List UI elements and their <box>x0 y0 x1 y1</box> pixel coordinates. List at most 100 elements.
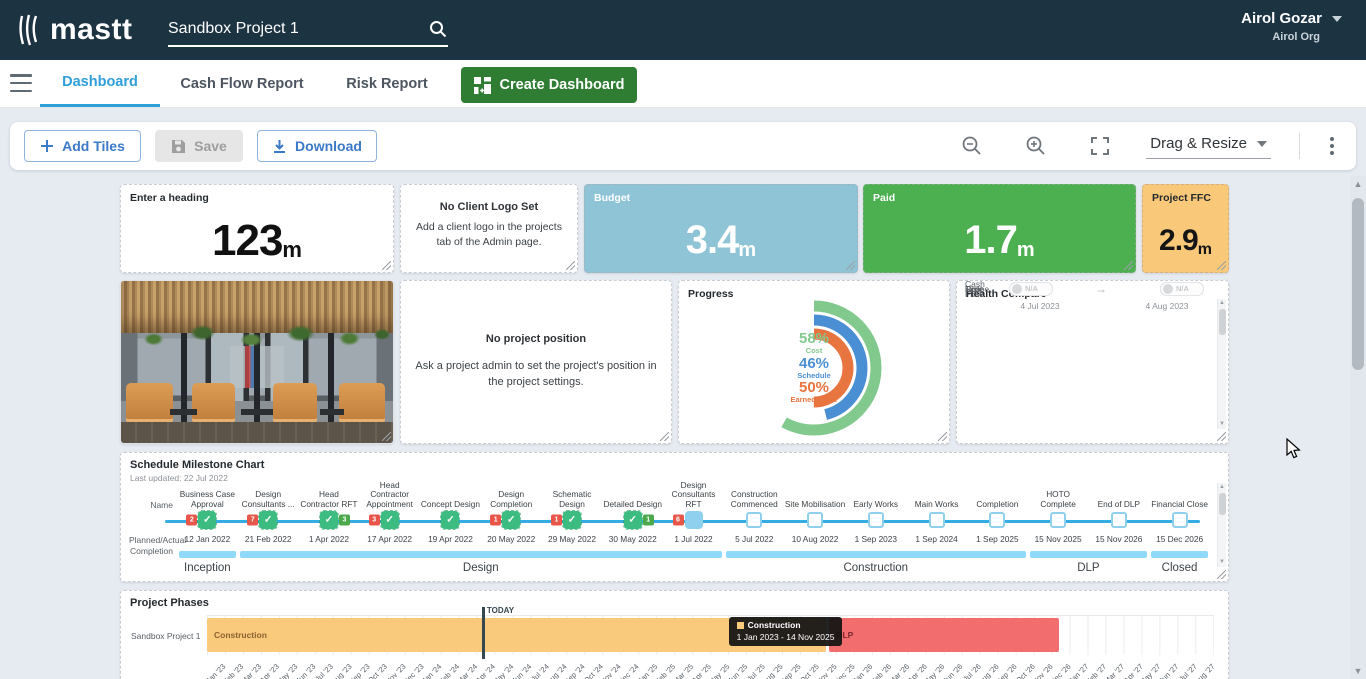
milestone-marker[interactable]: ✓ <box>563 511 581 529</box>
milestone-date: 19 Apr 2022 <box>420 534 481 544</box>
milestone-marker[interactable]: ✓ <box>746 512 762 528</box>
milestone-marker-row: ✓ <box>906 509 967 531</box>
milestone-marker-row: 1 ✓ <box>481 509 542 531</box>
resize-handle[interactable] <box>382 261 391 270</box>
scrollbar-thumb[interactable] <box>1352 198 1364 370</box>
resize-handle[interactable] <box>1217 432 1226 441</box>
milestone[interactable]: Detailed Design ✓ 1 30 May 2022 <box>602 485 663 544</box>
milestone-marker[interactable]: ✓ <box>1050 512 1066 528</box>
milestone[interactable]: Design Consultants ... 7 ✓ 21 Feb 2022 <box>238 485 299 544</box>
resize-handle[interactable] <box>938 432 947 441</box>
milestone-marker[interactable]: ✓ <box>198 511 216 529</box>
tile-client-logo[interactable]: No Client Logo Set Add a client logo in … <box>400 184 578 273</box>
milestone[interactable]: Early Works ✓ 1 Sep 2023 <box>845 485 906 544</box>
milestone-marker[interactable]: ✓ <box>259 511 277 529</box>
milestone-marker[interactable]: ✓ <box>989 512 1005 528</box>
milestone-chart-body: Name Planned/Actual Completion Business … <box>129 485 1210 577</box>
tab-risk-report[interactable]: Risk Report <box>338 60 436 107</box>
tile-scrollbar[interactable]: ▲ ▼ <box>1217 299 1226 429</box>
milestone[interactable]: Financial Close ✓ 15 Dec 2026 <box>1149 485 1210 544</box>
milestone-marker[interactable]: ✓ <box>624 511 642 529</box>
gantt-bar[interactable]: DLP <box>829 618 1059 652</box>
gantt-title: Project Phases <box>130 597 209 609</box>
mastt-feather-icon <box>18 14 44 46</box>
milestone-marker[interactable]: ✓ <box>502 511 520 529</box>
resize-handle[interactable] <box>1217 570 1226 579</box>
milestone[interactable]: Head Contractor RFT ✓ 3 1 Apr 2022 <box>299 485 360 544</box>
tile-progress[interactable]: Progress 58% Cost 46% Schedule 50% Earne… <box>678 280 950 444</box>
milestone-marker[interactable]: ✓ <box>441 511 459 529</box>
milestone[interactable]: Main Works ✓ 1 Sep 2024 <box>906 485 967 544</box>
tile-project-ffc[interactable]: Project FFC 2.9m <box>1142 184 1229 273</box>
tile-project-position[interactable]: No project position Ask a project admin … <box>400 280 672 444</box>
zoom-out-icon[interactable] <box>960 134 984 158</box>
milestone-marker[interactable]: ✓ <box>1172 512 1188 528</box>
milestone-marker[interactable]: ✓ <box>685 511 703 529</box>
milestone[interactable]: Completion ✓ 1 Sep 2025 <box>967 485 1028 544</box>
month-tick: Oct '25 <box>800 659 818 679</box>
milestone[interactable]: Design Consultants RFT 6 ✓ 1 Jul 2022 <box>663 485 724 544</box>
milestone[interactable]: Construction Commenced ✓ 5 Jul 2022 <box>724 485 785 544</box>
scroll-down-icon[interactable]: ▼ <box>1218 558 1226 567</box>
page-scrollbar[interactable]: ▲ ▼ <box>1350 176 1366 679</box>
tab-cash-flow-report[interactable]: Cash Flow Report <box>170 60 314 107</box>
milestone-marker[interactable]: ✓ <box>929 512 945 528</box>
milestone-marker[interactable]: ✓ <box>868 512 884 528</box>
phase-label: DLP <box>1030 562 1148 574</box>
resize-handle[interactable] <box>1217 261 1226 270</box>
tab-dashboard[interactable]: Dashboard <box>40 60 160 107</box>
mastt-logo[interactable]: mastt <box>18 13 133 47</box>
tile-health-compare[interactable]: Health Compare 4 Jul 2023 4 Aug 2023 Sco… <box>956 280 1229 444</box>
tile-project-photo[interactable] <box>120 280 394 444</box>
resize-handle[interactable] <box>566 261 575 270</box>
zoom-in-icon[interactable] <box>1024 134 1048 158</box>
scroll-up-icon[interactable]: ▲ <box>1218 483 1226 492</box>
milestone-marker-row: ✓ <box>967 509 1028 531</box>
chevron-down-icon[interactable] <box>1332 16 1342 22</box>
milestone[interactable]: Business Case Approval 2 ✓ 12 Jan 2022 <box>177 485 238 544</box>
scrollbar-thumb[interactable] <box>1219 309 1226 335</box>
milestone[interactable]: Concept Design ✓ 19 Apr 2022 <box>420 485 481 544</box>
more-options-icon[interactable] <box>1322 133 1342 159</box>
search-icon[interactable] <box>428 19 448 39</box>
create-dashboard-label: Create Dashboard <box>500 77 625 93</box>
tile-budget[interactable]: Budget 3.4m <box>584 184 858 273</box>
tile-heading-number[interactable]: Enter a heading 123m <box>120 184 394 273</box>
tile-paid[interactable]: Paid 1.7m <box>863 184 1136 273</box>
month-tick: Nov '24 <box>603 659 621 679</box>
milestone-marker[interactable]: ✓ <box>381 511 399 529</box>
download-button[interactable]: Download <box>257 130 377 162</box>
tile-scrollbar[interactable]: ▲ ▼ <box>1217 483 1226 567</box>
user-menu[interactable]: Airol Gozar Airol Org <box>1241 10 1342 43</box>
tile-schedule-milestone-chart[interactable]: Schedule Milestone Chart Last updated: 2… <box>120 452 1229 582</box>
scroll-up-icon[interactable]: ▲ <box>1350 176 1366 192</box>
resize-handle[interactable] <box>660 432 669 441</box>
add-tiles-button[interactable]: Add Tiles <box>24 130 141 162</box>
mode-dropdown[interactable]: Drag & Resize <box>1146 133 1271 159</box>
resize-handle[interactable] <box>382 432 391 441</box>
scroll-down-icon[interactable]: ▼ <box>1350 663 1366 679</box>
milestone[interactable]: Schematic Design 1 ✓ 29 May 2022 <box>542 485 603 544</box>
scroll-down-icon[interactable]: ▼ <box>1218 420 1226 429</box>
save-button[interactable]: Save <box>155 130 243 162</box>
milestone[interactable]: Head Contractor Appointment 3 ✓ 17 Apr 2… <box>359 485 420 544</box>
create-dashboard-button[interactable]: Create Dashboard <box>461 67 637 103</box>
mouse-cursor <box>1286 438 1302 465</box>
milestone[interactable]: Site Mobilisation ✓ 10 Aug 2022 <box>785 485 846 544</box>
month-tick: Aug '24 <box>549 659 567 679</box>
check-icon: ✓ <box>203 515 211 526</box>
menu-icon[interactable] <box>10 74 32 92</box>
fullscreen-icon[interactable] <box>1088 134 1112 158</box>
milestone[interactable]: HOTO Complete ✓ 15 Nov 2025 <box>1028 485 1089 544</box>
scrollbar-thumb[interactable] <box>1219 493 1226 515</box>
scroll-up-icon[interactable]: ▲ <box>1218 299 1226 308</box>
project-search[interactable]: Sandbox Project 1 <box>168 13 448 47</box>
tile-project-phases[interactable]: Project Phases Sandbox Project 1 Constru… <box>120 590 1229 679</box>
milestone[interactable]: End of DLP ✓ 15 Nov 2026 <box>1088 485 1149 544</box>
milestone-marker[interactable]: ✓ <box>320 511 338 529</box>
milestone-marker[interactable]: ✓ <box>807 512 823 528</box>
resize-handle[interactable] <box>846 261 855 270</box>
resize-handle[interactable] <box>1124 261 1133 270</box>
milestone-marker[interactable]: ✓ <box>1111 512 1127 528</box>
milestone[interactable]: Design Completion 1 ✓ 20 May 2022 <box>481 485 542 544</box>
